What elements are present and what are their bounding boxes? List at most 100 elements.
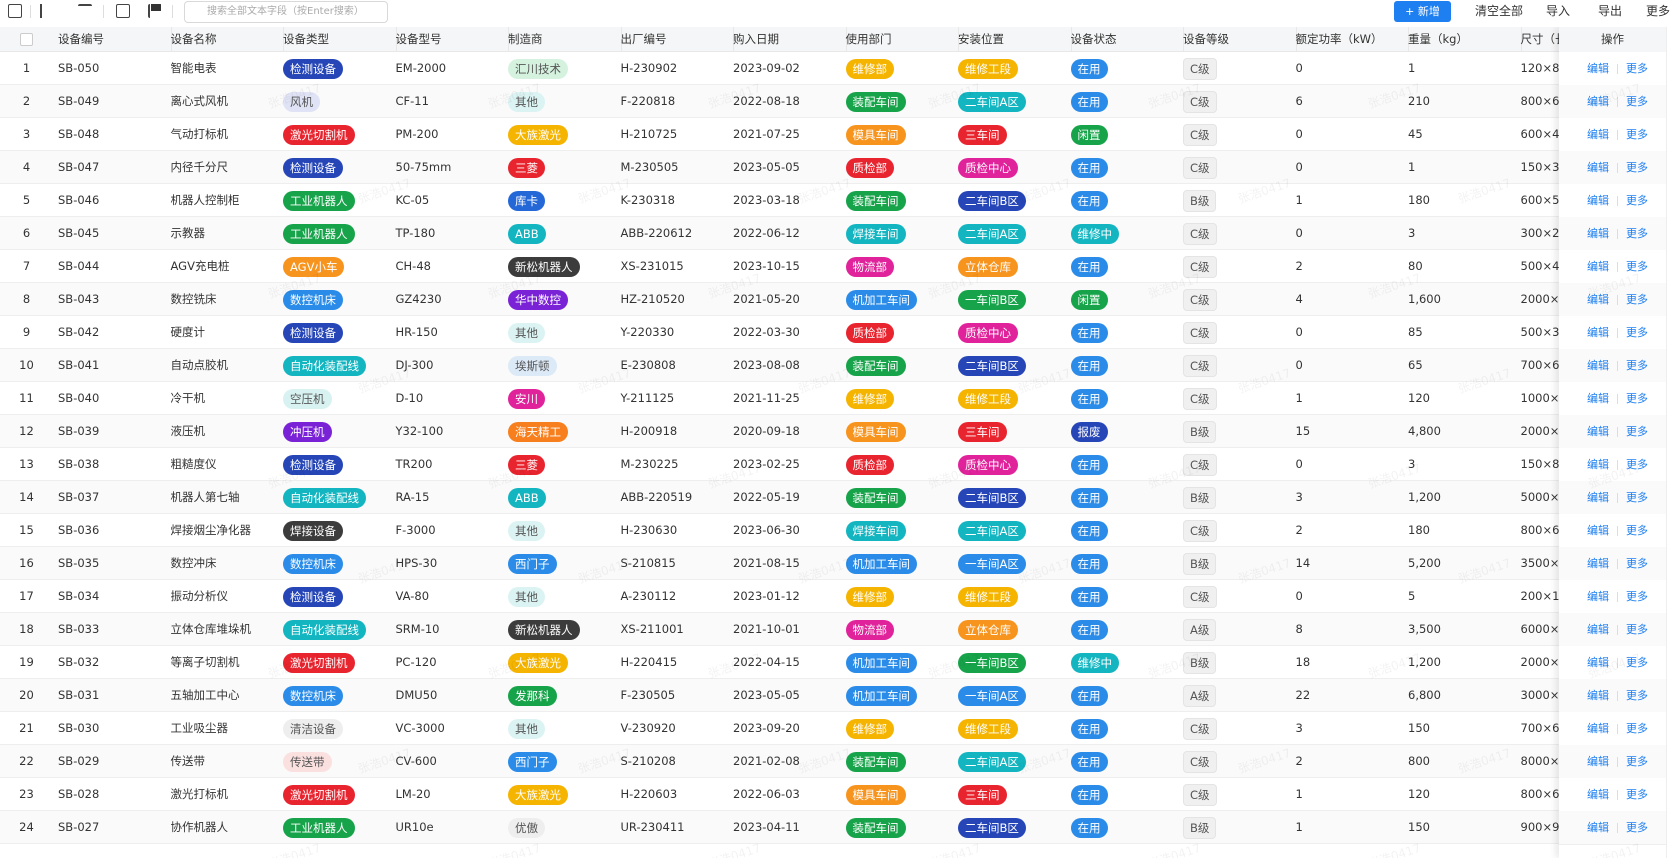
edit-link[interactable]: 编辑 [1587, 755, 1609, 768]
more-link[interactable]: 更多 [1626, 623, 1648, 636]
more-link[interactable]: 更多 [1626, 161, 1648, 174]
icon[interactable] [148, 4, 162, 18]
icon[interactable] [40, 4, 54, 18]
more-link[interactable]: 更多 [1626, 689, 1648, 702]
column-header[interactable]: 设备编号 [48, 27, 172, 52]
edit-link[interactable]: 编辑 [1587, 821, 1609, 834]
table-cell: 2000×1 [1511, 283, 1634, 316]
more-link[interactable]: 更多 [1626, 755, 1648, 768]
edit-link[interactable]: 编辑 [1587, 227, 1609, 240]
edit-link[interactable]: 编辑 [1587, 524, 1609, 537]
edit-link[interactable]: 编辑 [1587, 260, 1609, 273]
edit-link[interactable]: 编辑 [1587, 326, 1609, 339]
table-cell: 埃斯顿 [498, 349, 621, 382]
cell-text: A-230112 [620, 589, 677, 603]
more-link[interactable]: 更多 [1626, 260, 1648, 273]
edit-link[interactable]: 编辑 [1587, 425, 1609, 438]
column-header[interactable]: 设备状态 [1061, 27, 1184, 52]
actions-cell: 编辑 更多 [1559, 217, 1674, 251]
cell-text: 2 [22, 94, 31, 108]
header-checkbox[interactable] [20, 33, 33, 46]
tag: 工业机器人 [283, 223, 355, 244]
more-button[interactable]: 更多 [1646, 4, 1671, 18]
more-link[interactable]: 更多 [1626, 590, 1648, 603]
cell-text: SB-031 [58, 688, 100, 702]
edit-link[interactable]: 编辑 [1587, 128, 1609, 141]
export-button[interactable]: 导出 [1598, 4, 1623, 18]
column-header[interactable]: 使用部门 [836, 27, 959, 52]
more-link[interactable]: 更多 [1626, 326, 1648, 339]
icon[interactable] [8, 4, 22, 18]
cell-text: 2 [1295, 754, 1303, 768]
divider [1617, 63, 1618, 74]
column-header[interactable]: 设备等级 [1173, 27, 1297, 52]
edit-link[interactable]: 编辑 [1587, 722, 1609, 735]
edit-link[interactable]: 编辑 [1587, 293, 1609, 306]
more-link[interactable]: 更多 [1626, 425, 1648, 438]
more-link[interactable]: 更多 [1626, 128, 1648, 141]
column-header[interactable]: 设备名称 [161, 27, 284, 52]
more-link[interactable]: 更多 [1626, 524, 1648, 537]
more-link[interactable]: 更多 [1626, 491, 1648, 504]
more-link[interactable]: 更多 [1626, 359, 1648, 372]
more-link[interactable]: 更多 [1626, 392, 1648, 405]
column-header[interactable]: 出厂编号 [611, 27, 734, 52]
cell-text: 机器人控制柜 [170, 193, 240, 207]
cell-text: SB-037 [58, 490, 100, 504]
edit-link[interactable]: 编辑 [1587, 392, 1609, 405]
edit-link[interactable]: 编辑 [1587, 62, 1609, 75]
tag: 西门子 [508, 553, 557, 574]
table-cell: 工业吸尘器 [161, 712, 284, 745]
more-link[interactable]: 更多 [1626, 722, 1648, 735]
table-cell: 3 [1286, 481, 1409, 514]
table-cell: H-200918 [611, 415, 734, 448]
more-link[interactable]: 更多 [1626, 194, 1648, 207]
cell-text: 2000×1 [1520, 424, 1567, 438]
tag: 闲置 [1070, 289, 1108, 310]
edit-link[interactable]: 编辑 [1587, 359, 1609, 372]
more-link[interactable]: 更多 [1626, 95, 1648, 108]
add-button[interactable]: + 新增 [1394, 1, 1451, 22]
icon[interactable] [116, 4, 130, 18]
edit-link[interactable]: 编辑 [1587, 689, 1609, 702]
column-header[interactable]: 制造商 [498, 27, 622, 52]
cell-text: GZ4230 [395, 292, 442, 306]
tag: 海天精工 [508, 421, 568, 442]
edit-link[interactable]: 编辑 [1587, 590, 1609, 603]
more-link[interactable]: 更多 [1626, 227, 1648, 240]
more-link[interactable]: 更多 [1626, 62, 1648, 75]
edit-link[interactable]: 编辑 [1587, 623, 1609, 636]
more-link[interactable]: 更多 [1626, 293, 1648, 306]
edit-link[interactable]: 编辑 [1587, 458, 1609, 471]
edit-link[interactable]: 编辑 [1587, 788, 1609, 801]
edit-link[interactable]: 编辑 [1587, 656, 1609, 669]
column-header[interactable]: 购入日期 [723, 27, 847, 52]
import-button[interactable]: 导入 [1546, 4, 1571, 18]
column-header[interactable]: 重量（kg） [1398, 27, 1522, 52]
edit-link[interactable]: 编辑 [1587, 95, 1609, 108]
table-cell: 4 [1286, 283, 1409, 316]
clear-button[interactable]: 清空全部 [1475, 4, 1524, 18]
more-link[interactable]: 更多 [1626, 788, 1648, 801]
edit-link[interactable]: 编辑 [1587, 161, 1609, 174]
table-cell: 9 [5, 316, 48, 349]
table-cell: 振动分析仪 [161, 580, 284, 613]
more-link[interactable]: 更多 [1626, 557, 1648, 570]
search-box[interactable]: 搜索全部文本字段（按Enter搜索） [184, 1, 388, 23]
icon[interactable] [78, 4, 92, 18]
column-header[interactable]: 安装位置 [948, 27, 1072, 52]
edit-link[interactable]: 编辑 [1587, 557, 1609, 570]
more-link[interactable]: 更多 [1626, 458, 1648, 471]
cell-text: 13 [19, 457, 34, 471]
table-cell: 维修工段 [948, 580, 1071, 613]
column-header[interactable]: 额定功率（kW） [1286, 27, 1409, 52]
more-link[interactable]: 更多 [1626, 821, 1648, 834]
more-link[interactable]: 更多 [1626, 656, 1648, 669]
column-header[interactable]: 设备型号 [386, 27, 509, 52]
cell-text: 14 [19, 490, 34, 504]
edit-link[interactable]: 编辑 [1587, 491, 1609, 504]
edit-link[interactable]: 编辑 [1587, 194, 1609, 207]
table-cell: 2023-10-15 [723, 250, 846, 283]
table-cell: PM-200 [386, 118, 509, 151]
column-header[interactable]: 设备类型 [273, 27, 397, 52]
